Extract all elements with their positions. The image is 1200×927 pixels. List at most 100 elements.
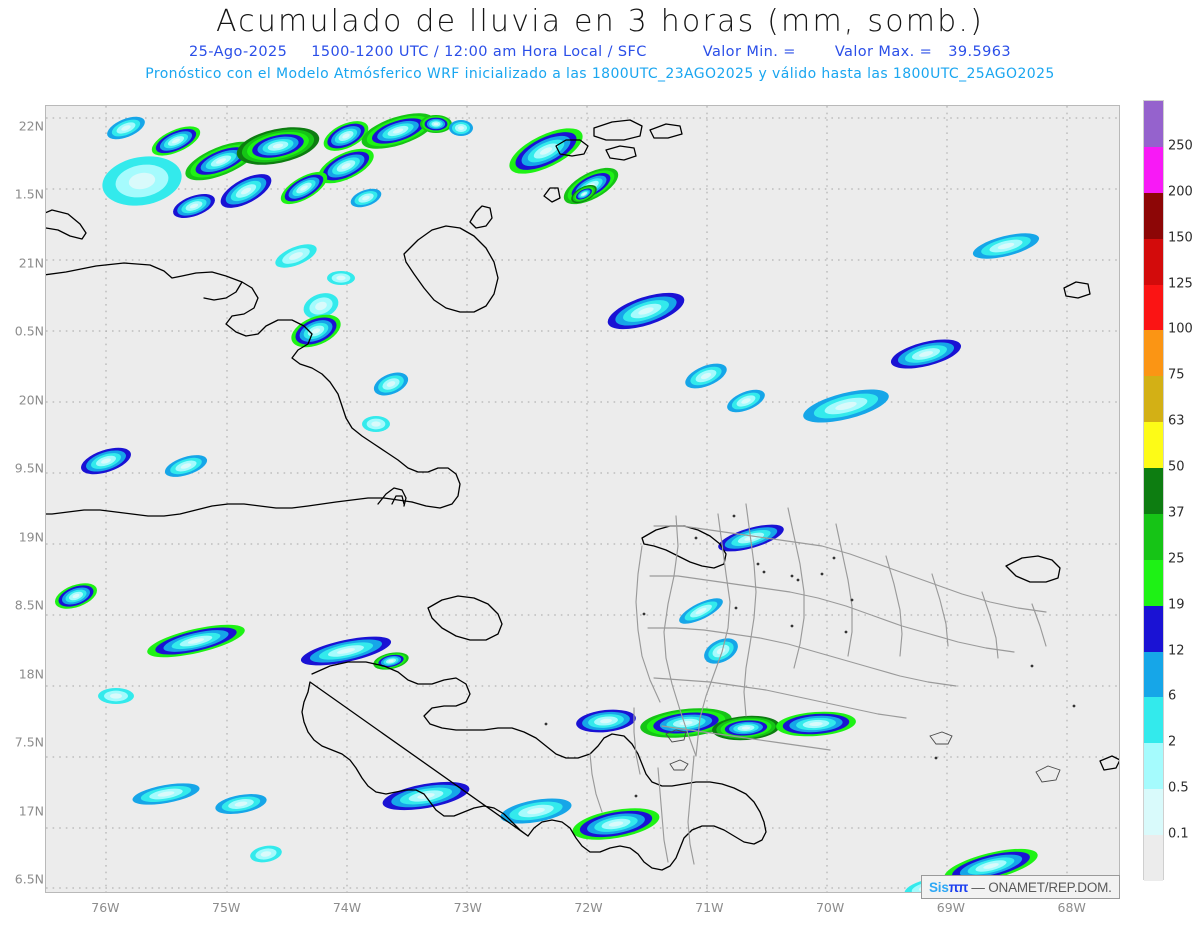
colorbar-segment-8 bbox=[1144, 468, 1163, 514]
page-title: Acumulado de lluvia en 3 horas (mm, somb… bbox=[215, 4, 985, 39]
precip-cell bbox=[712, 715, 780, 741]
precip-cell bbox=[250, 845, 282, 863]
credit-badge: Sis ππ — ONAMET/REP.DOM. bbox=[921, 875, 1120, 899]
precip-cell bbox=[280, 171, 328, 205]
precip-cell bbox=[509, 128, 583, 174]
precip-cell bbox=[303, 293, 339, 319]
lat-tick-18N: 18N bbox=[18, 666, 44, 682]
precip-cell bbox=[640, 708, 732, 738]
precip-cell bbox=[803, 389, 889, 423]
lon-tick-69W: 69W bbox=[936, 900, 966, 915]
precip-cell bbox=[420, 115, 452, 133]
precip-cell bbox=[776, 711, 856, 737]
map-plot-area bbox=[45, 105, 1120, 893]
colorbar-segment-7 bbox=[1144, 513, 1163, 560]
brand-pi-icon: ππ bbox=[948, 879, 969, 895]
colorbar-segment-11 bbox=[1144, 330, 1163, 377]
lon-tick-75W: 75W bbox=[212, 900, 241, 915]
colorbar-segment-5 bbox=[1144, 605, 1163, 652]
precip-cell bbox=[54, 583, 98, 609]
precip-cell bbox=[300, 636, 392, 666]
precip-cell bbox=[147, 624, 245, 658]
credit-agency-text: ONAMET/REP.DOM. bbox=[988, 879, 1112, 895]
precip-cell bbox=[362, 416, 390, 432]
precip-cell bbox=[890, 339, 962, 369]
colorbar-segment-9 bbox=[1144, 422, 1163, 469]
lon-tick-76W: 76W bbox=[91, 900, 120, 915]
colorbar-label-19: 19 bbox=[1168, 597, 1185, 613]
precip-cell bbox=[500, 798, 572, 824]
precip-cell bbox=[318, 148, 374, 184]
precip-cell bbox=[323, 121, 369, 151]
lon-tick-74W: 74W bbox=[332, 900, 362, 915]
colorbar-segment-4 bbox=[1144, 651, 1163, 698]
lat-tick-17N: 17N bbox=[18, 803, 44, 819]
precip-cell bbox=[361, 113, 435, 149]
lon-tick-68W: 68W bbox=[1057, 900, 1086, 915]
precip-cell bbox=[576, 709, 636, 733]
precip-cell bbox=[944, 848, 1038, 884]
colorbar-label-2: 2 bbox=[1168, 734, 1177, 750]
lon-tick-71W: 71W bbox=[695, 900, 724, 915]
colorbar-label-37: 37 bbox=[1168, 505, 1185, 521]
colorbar-label-0.1: 0.1 bbox=[1168, 826, 1189, 842]
colorbar[interactable] bbox=[1143, 100, 1164, 881]
colorbar-label-150: 150 bbox=[1168, 230, 1193, 246]
precip-cell bbox=[727, 389, 765, 413]
colorbar-segment-15 bbox=[1144, 146, 1163, 193]
value-max-value: 39.5963 bbox=[948, 44, 1011, 60]
colorbar-label-200: 200 bbox=[1168, 184, 1193, 200]
colorbar-segment-6 bbox=[1144, 559, 1163, 606]
coastline-hispaniola bbox=[301, 525, 1119, 871]
small-islets bbox=[665, 729, 1061, 783]
precip-cell bbox=[291, 314, 341, 348]
brand-sis: Sis bbox=[929, 879, 949, 895]
colorbar-label-75: 75 bbox=[1168, 367, 1185, 383]
header-subline-1: 25-Ago-2025 1500-1200 UTC / 12:00 am Hor… bbox=[0, 44, 1200, 60]
city-dots bbox=[544, 514, 1076, 798]
forecast-valid-time: 1500-1200 UTC / 12:00 am Hora Local / SF… bbox=[311, 44, 647, 60]
colorbar-segment-16 bbox=[1144, 101, 1163, 147]
precip-cell bbox=[236, 127, 320, 165]
coastline-cuba bbox=[46, 209, 461, 517]
colorbar-label-250: 250 bbox=[1168, 138, 1193, 154]
province-borders-dominican-republic bbox=[589, 503, 1047, 865]
lat-tick-9.5N: 9.5N bbox=[14, 460, 44, 476]
precip-cell bbox=[215, 794, 267, 814]
precip-cell bbox=[98, 688, 134, 704]
map-boundaries bbox=[46, 119, 1119, 871]
lat-tick-6.5N: 6.5N bbox=[14, 871, 44, 887]
lat-tick-20N: 20N bbox=[18, 392, 44, 408]
colorbar-label-100: 100 bbox=[1168, 321, 1193, 337]
lon-tick-72W: 72W bbox=[574, 900, 603, 915]
precip-cell bbox=[679, 598, 723, 624]
coastline-bahamas bbox=[403, 119, 1091, 313]
header-subline-2: Pronóstico con el Modelo Atmósferico WRF… bbox=[145, 66, 1055, 82]
colorbar-segment-10 bbox=[1144, 376, 1163, 423]
colorbar-label-125: 125 bbox=[1168, 276, 1193, 292]
precip-cell bbox=[607, 292, 685, 330]
colorbar-segment-12 bbox=[1144, 284, 1163, 331]
colorbar-segment-0 bbox=[1144, 835, 1163, 881]
colorbar-segment-14 bbox=[1144, 192, 1163, 239]
colorbar-label-63: 63 bbox=[1168, 413, 1185, 429]
precip-cell bbox=[572, 808, 660, 840]
value-max-label: Valor Max. = bbox=[834, 44, 933, 60]
colorbar-segment-3 bbox=[1144, 697, 1163, 744]
colorbar-label-50: 50 bbox=[1168, 459, 1185, 475]
precip-cell bbox=[275, 244, 317, 268]
precip-cell bbox=[449, 120, 473, 136]
lat-tick-22N: 22N bbox=[18, 118, 44, 134]
colorbar-segment-13 bbox=[1144, 238, 1163, 285]
precip-cell bbox=[173, 193, 215, 219]
lat-tick-19N: 19N bbox=[18, 529, 44, 545]
precip-cell bbox=[81, 447, 131, 475]
colorbar-segment-2 bbox=[1144, 743, 1163, 790]
credit-dash: — bbox=[971, 879, 985, 895]
lat-tick-8.5N: 8.5N bbox=[14, 597, 44, 613]
forecast-date: 25-Ago-2025 bbox=[189, 44, 288, 60]
colorbar-label-0.5: 0.5 bbox=[1168, 780, 1189, 796]
precip-cell bbox=[220, 174, 272, 208]
gridlines bbox=[46, 106, 1119, 892]
precip-cell bbox=[107, 116, 145, 140]
